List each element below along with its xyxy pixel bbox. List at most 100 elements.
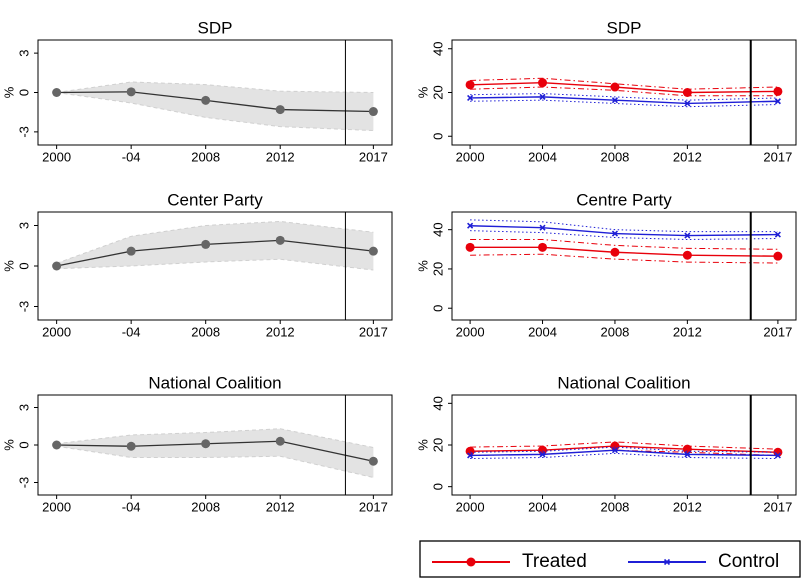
ci-upper xyxy=(470,441,778,450)
marker xyxy=(610,247,620,257)
marker xyxy=(467,452,474,459)
x-tick-label: 2008 xyxy=(191,324,220,339)
marker xyxy=(538,78,548,88)
y-axis-label: % xyxy=(415,439,430,451)
panel-title: Centre Party xyxy=(576,190,672,209)
band-upper xyxy=(56,81,374,93)
y-tick-label: 40 xyxy=(430,42,445,56)
marker xyxy=(682,88,692,97)
y-tick-label: 3 xyxy=(16,404,31,411)
marker xyxy=(611,230,619,237)
x-tick-label: 2000 xyxy=(456,149,485,164)
marker xyxy=(275,105,285,115)
panel-title: Center Party xyxy=(167,190,263,209)
x-tick-label: 2000 xyxy=(42,499,71,514)
band-lower xyxy=(56,92,374,132)
y-tick-label: 0 xyxy=(16,89,31,96)
marker xyxy=(682,444,692,454)
legend-label: Control xyxy=(718,551,779,572)
marker xyxy=(684,100,691,107)
y-tick-label: 40 xyxy=(430,396,445,410)
marker xyxy=(52,440,62,450)
marker xyxy=(684,451,691,458)
legend-marker xyxy=(466,557,476,567)
legend-label: Treated xyxy=(522,551,587,572)
marker xyxy=(368,107,378,117)
y-axis-label: % xyxy=(415,260,430,272)
y-tick-label: -3 xyxy=(16,126,31,138)
x-tick-label: 2017 xyxy=(359,324,388,339)
y-tick-label: 0 xyxy=(16,441,31,448)
x-tick-label: 2008 xyxy=(191,149,220,164)
x-tick-label: 2004 xyxy=(528,499,557,514)
marker xyxy=(774,452,781,459)
y-tick-label: 0 xyxy=(430,305,445,312)
marker xyxy=(611,447,619,454)
legend-marker xyxy=(663,558,671,566)
marker xyxy=(126,441,136,451)
x-tick-label: 2004 xyxy=(528,149,557,164)
x-tick-label: 2017 xyxy=(763,324,792,339)
y-tick-label: 40 xyxy=(430,222,445,236)
ci-upper xyxy=(470,446,778,453)
x-tick-label: -04 xyxy=(122,324,141,339)
x-tick-label: 2000 xyxy=(456,324,485,339)
y-tick-label: 0 xyxy=(16,262,31,269)
marker xyxy=(539,451,546,458)
y-tick-label: 20 xyxy=(430,262,445,276)
marker xyxy=(682,250,692,260)
x-tick-label: 2000 xyxy=(42,324,71,339)
marker xyxy=(467,94,474,102)
panel-title: National Coalition xyxy=(557,373,690,392)
marker xyxy=(774,231,781,238)
x-tick-label: 2017 xyxy=(359,499,388,514)
plot-frame xyxy=(37,39,393,146)
ci-lower xyxy=(470,452,778,460)
panel-title: SDP xyxy=(607,18,642,37)
marker xyxy=(773,86,783,96)
y-axis-label: % xyxy=(1,86,16,98)
confidence-band xyxy=(56,82,374,131)
marker xyxy=(611,97,619,104)
x-tick-label: 2012 xyxy=(266,149,295,164)
band-upper xyxy=(56,220,374,264)
x-tick-label: 2012 xyxy=(266,499,295,514)
marker xyxy=(465,242,475,252)
marker xyxy=(201,95,211,105)
plot-frame xyxy=(451,211,797,321)
ci-upper xyxy=(470,93,778,101)
panel-title: National Coalition xyxy=(148,373,281,392)
band-upper xyxy=(56,428,374,448)
marker xyxy=(465,80,475,90)
marker xyxy=(539,224,546,231)
x-tick-label: 2000 xyxy=(456,499,485,514)
y-tick-label: -3 xyxy=(16,301,31,313)
ci-lower xyxy=(470,99,778,108)
legend-box xyxy=(419,540,801,578)
marker xyxy=(539,93,546,100)
marker xyxy=(684,232,691,239)
marker xyxy=(275,436,285,446)
band-lower xyxy=(56,445,374,478)
x-tick-label: 2012 xyxy=(266,324,295,339)
marker xyxy=(368,456,378,466)
marker xyxy=(275,235,285,245)
y-tick-label: 0 xyxy=(430,483,445,490)
x-tick-label: 2012 xyxy=(673,149,702,164)
line xyxy=(470,225,778,237)
ci-lower xyxy=(470,230,778,240)
x-tick-label: 2000 xyxy=(42,149,71,164)
y-axis-label: % xyxy=(1,439,16,451)
y-tick-label: 3 xyxy=(16,222,31,229)
marker xyxy=(773,251,783,261)
x-tick-label: 2012 xyxy=(673,324,702,339)
x-tick-label: 2008 xyxy=(191,499,220,514)
band-lower xyxy=(56,258,374,271)
x-tick-label: 2008 xyxy=(600,324,629,339)
x-tick-label: 2017 xyxy=(359,149,388,164)
x-tick-label: -04 xyxy=(122,499,141,514)
plot-frame xyxy=(37,211,393,321)
x-tick-label: 2004 xyxy=(528,324,557,339)
